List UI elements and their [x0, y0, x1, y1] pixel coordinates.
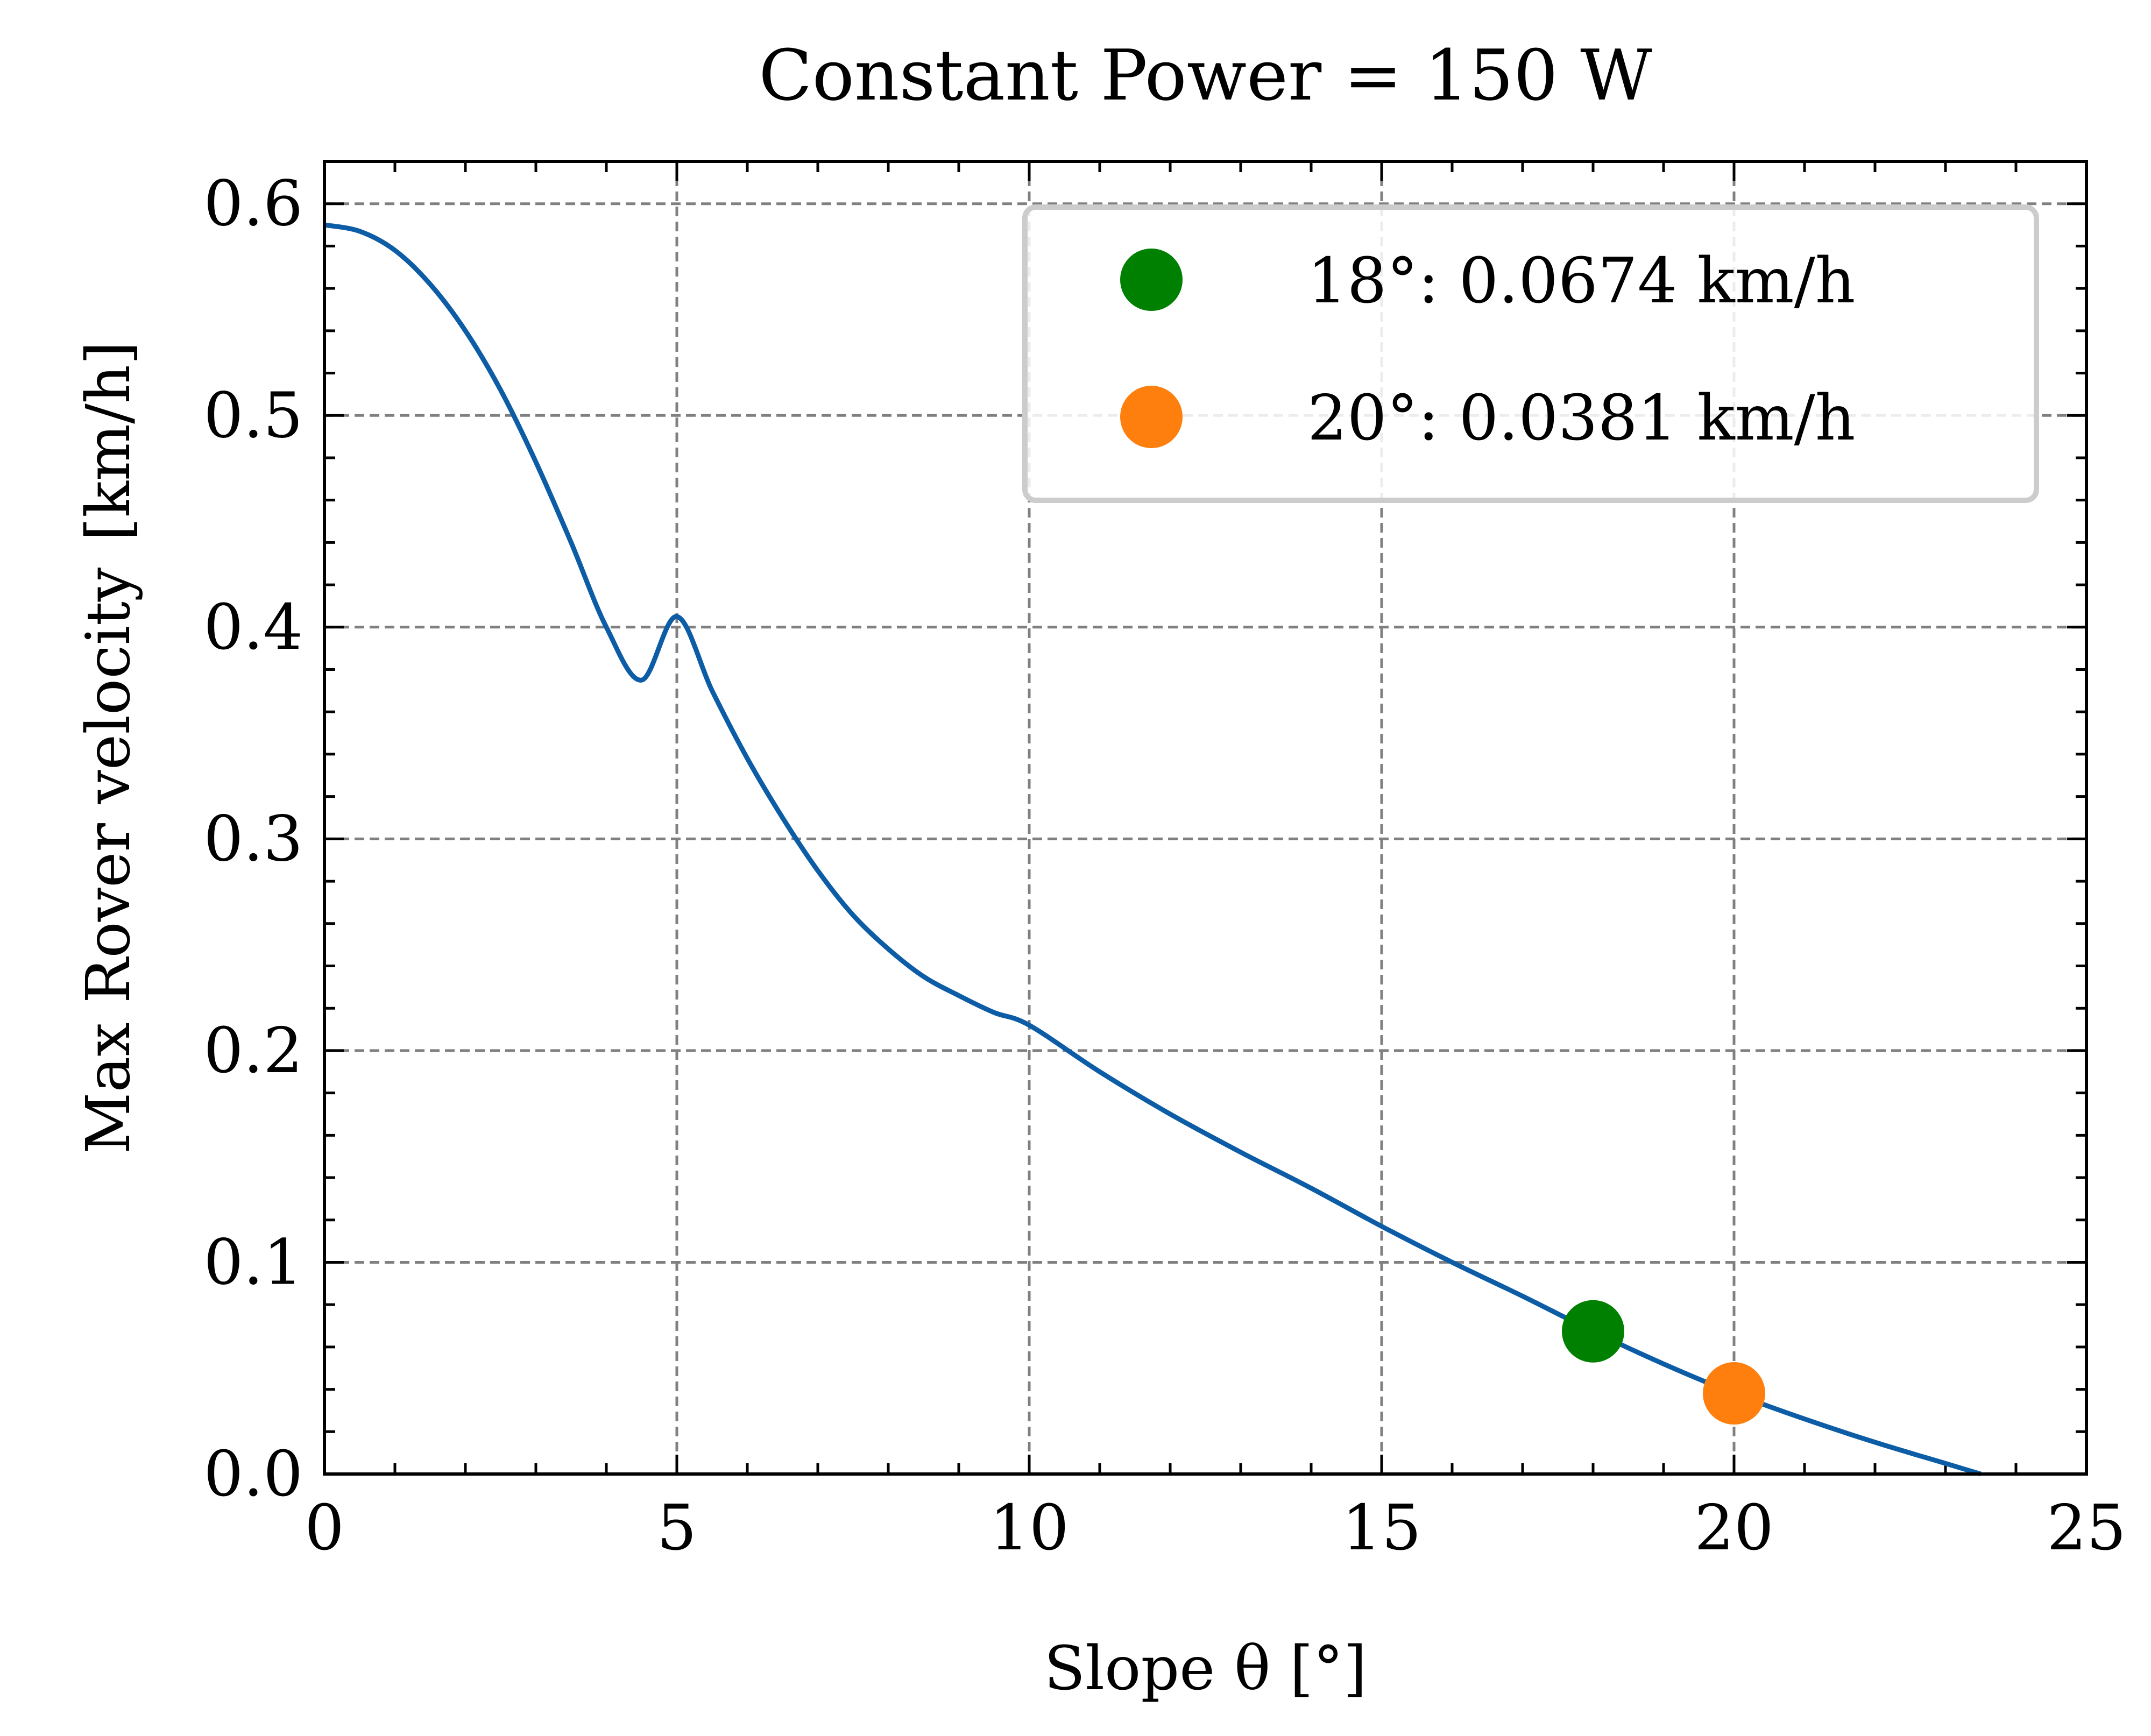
x-axis-label: Slope θ [°] [1044, 1634, 1367, 1704]
y-tick-label: 0.0 [204, 1438, 303, 1511]
y-tick-label: 0.5 [204, 379, 303, 452]
highlight-points [1562, 1300, 1765, 1425]
y-axis-unit: [km/h] [74, 341, 144, 541]
axis-ticks: 0 5 10 15 20 25 0.0 0.1 0.2 0.3 0.4 0.5 0.6 [204, 160, 2126, 1564]
highlight-point-0 [1562, 1300, 1624, 1363]
highlight-point-1 [1703, 1362, 1765, 1425]
y-tick-label: 0.4 [204, 591, 303, 664]
y-tick-label: 0.2 [204, 1015, 303, 1087]
x-tick-label: 0 [305, 1492, 344, 1564]
y-tick-label: 0.3 [204, 803, 303, 875]
y-tick-label: 0.6 [204, 168, 303, 240]
x-tick-label: 10 [989, 1492, 1069, 1564]
chart-title: Constant Power = 150 W [759, 34, 1652, 116]
x-tick-label: 25 [2047, 1492, 2126, 1564]
y-axis-label-group: Max Rover velocity [km/h] [74, 341, 144, 1154]
x-tick-label: 15 [1342, 1492, 1421, 1564]
y-tick-label: 0.1 [204, 1226, 303, 1299]
legend-label-0: 18°: 0.0674 km/h [1307, 245, 1855, 317]
plot-frame [323, 160, 2088, 1476]
x-tick-label: 5 [657, 1492, 697, 1564]
legend-box [1022, 204, 2039, 503]
legend-marker-0 [1120, 249, 1183, 311]
legend-marker-1 [1120, 386, 1183, 448]
legend-label-1: 20°: 0.0381 km/h [1307, 382, 1855, 455]
x-tick-label: 20 [1694, 1492, 1774, 1564]
legend: 18°: 0.0674 km/h 20°: 0.0381 km/h [1022, 204, 2039, 503]
y-axis-label: Max Rover velocity [74, 568, 144, 1154]
plot-border [323, 160, 2088, 1476]
